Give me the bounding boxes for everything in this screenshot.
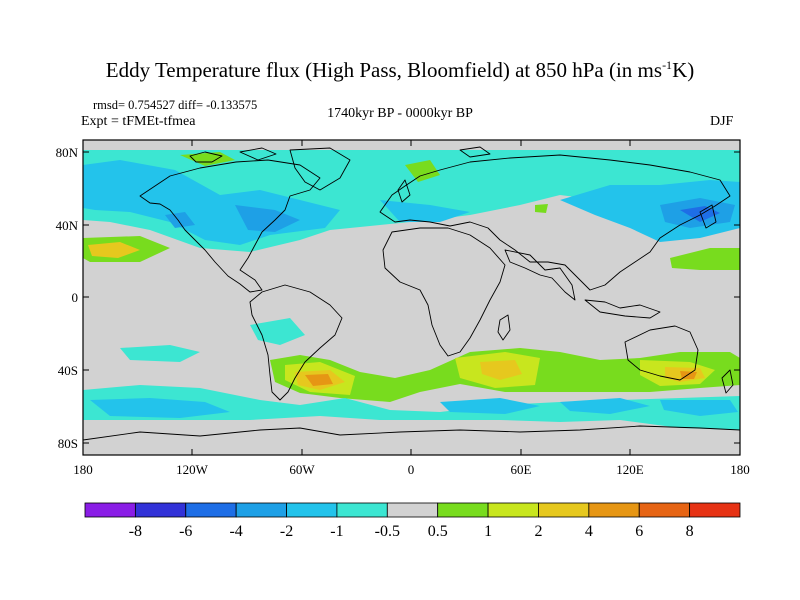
south-america-coast xyxy=(249,284,343,401)
experiment-label: Expt = tFMEt-tfmea xyxy=(81,114,196,129)
antarctica-coast xyxy=(83,425,740,441)
colorbar-label: -6 xyxy=(179,523,193,540)
lat-label-0: 0 xyxy=(72,290,79,305)
colorbar-label: 0.5 xyxy=(427,523,448,540)
lon-label-180w: 180 xyxy=(73,462,93,477)
greenland-coast xyxy=(289,147,351,191)
plot-title: Eddy Temperature flux (High Pass, Bloomf… xyxy=(0,58,800,83)
colorbar-box xyxy=(386,502,439,518)
colorbar-label: -0.5 xyxy=(374,523,400,540)
colorbar-box xyxy=(84,502,136,518)
colorbar-box xyxy=(235,502,287,518)
lat-tick-marks xyxy=(83,151,740,444)
lat-label-40n: 40N xyxy=(56,218,79,233)
colorbar-box xyxy=(286,502,338,518)
colorbar-label: -8 xyxy=(128,523,143,540)
colorbar-box xyxy=(185,502,237,518)
africa-coast xyxy=(382,227,506,357)
nh-negative-flux-peak xyxy=(680,206,720,222)
lat-label-40s: 40S xyxy=(58,363,78,378)
colorbar-box xyxy=(538,502,590,518)
eurasia-coast xyxy=(379,154,731,291)
stats-label: rmsd= 0.754527 diff= -0.133575 xyxy=(93,98,258,112)
lon-tick-marks xyxy=(82,140,741,455)
new-zealand-coast xyxy=(721,369,734,394)
colorbar-box xyxy=(134,502,187,518)
colorbar-box xyxy=(638,502,691,518)
colorbar-label: 6 xyxy=(635,523,644,540)
lon-label-180e: 180 xyxy=(730,462,750,477)
colorbar-label: 8 xyxy=(685,523,694,540)
colorbar-label: -2 xyxy=(279,523,294,540)
lon-label-60e: 60E xyxy=(511,462,532,477)
colorbar-label: -4 xyxy=(229,523,243,540)
title-main: Eddy Temperature flux (High Pass, Bloomf… xyxy=(105,58,663,82)
title-sup: -1 xyxy=(662,58,673,72)
lon-label-0: 0 xyxy=(408,462,415,477)
lat-label-80s: 80S xyxy=(58,436,78,451)
lon-label-60w: 60W xyxy=(289,462,315,477)
colorbar-box xyxy=(689,502,741,518)
lon-label-120w: 120W xyxy=(176,462,209,477)
japan-coast xyxy=(699,204,717,229)
coastlines xyxy=(83,146,740,441)
australia-coast xyxy=(624,325,699,381)
colorbar-boxes xyxy=(84,502,741,518)
sh-negative-flux-strong xyxy=(90,398,738,418)
colorbar-box xyxy=(588,502,640,518)
britain-coast xyxy=(397,179,411,203)
lat-label-80n: 80N xyxy=(56,145,79,160)
period-label: 1740kyr BP - 0000kyr BP xyxy=(327,106,473,121)
colorbar-box xyxy=(487,502,539,518)
madagascar-coast xyxy=(497,314,511,341)
arctic-islands-coast xyxy=(189,151,223,163)
colorbar-label: 4 xyxy=(584,523,593,540)
south-asia-coast xyxy=(504,249,576,301)
colorbar-label: -1 xyxy=(330,523,344,540)
north-america-coast xyxy=(139,159,321,293)
colorbar-box xyxy=(336,502,388,518)
title-tail: K) xyxy=(672,58,695,82)
nh-positive-flux-strong xyxy=(88,242,140,258)
lon-label-120e: 120E xyxy=(616,462,644,477)
colorbar-label: 2 xyxy=(534,523,543,540)
colorbar-box xyxy=(437,502,489,518)
maritime-continent-coast xyxy=(584,299,661,319)
colorbar-label: 1 xyxy=(484,523,493,540)
season-label: DJF xyxy=(710,114,734,129)
sh-negative-flux xyxy=(83,318,740,430)
flux-field xyxy=(83,150,740,430)
